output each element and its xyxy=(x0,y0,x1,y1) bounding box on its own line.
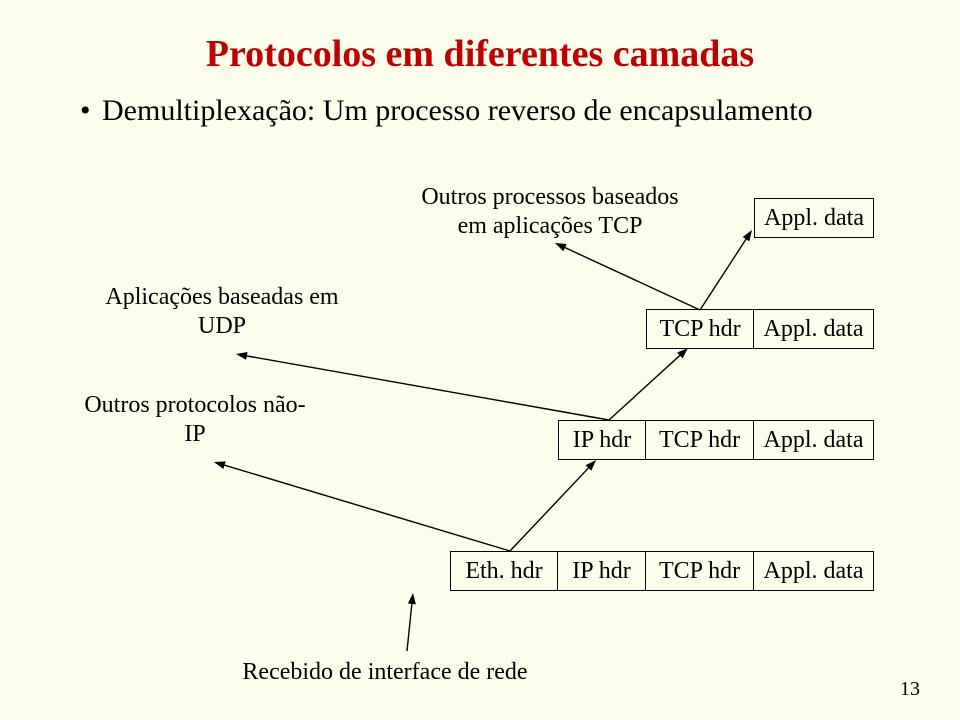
arrow-head-5 xyxy=(214,461,226,469)
row3: IP hdrTCP hdrAppl. data xyxy=(558,420,874,460)
row4: Eth. hdrIP hdrTCP hdrAppl. data xyxy=(450,551,874,591)
slide-title-text: Protocolos em diferentes camadas xyxy=(206,33,754,75)
row1-cell-0: Appl. data xyxy=(754,198,874,238)
arrow-head-3 xyxy=(236,352,248,360)
row3-cell-1: TCP hdr xyxy=(646,420,754,460)
arrow-head-6 xyxy=(408,593,416,604)
row4-cell-0: Eth. hdr xyxy=(450,551,558,591)
arrow-shaft-6 xyxy=(407,600,412,651)
bullet-dot: • xyxy=(80,92,102,130)
row4-cell-3: Appl. data xyxy=(754,551,874,591)
row4-cell-1: IP hdr xyxy=(558,551,646,591)
arrow-head-2 xyxy=(677,348,688,358)
arrow-shaft-5 xyxy=(220,464,510,551)
row4-cell-2: TCP hdr xyxy=(646,551,754,591)
row2-cell-0: TCP hdr xyxy=(646,309,754,349)
arrow-shaft-0 xyxy=(700,236,748,310)
lbl-udp: Aplicações baseadas emUDP xyxy=(92,283,352,341)
arrow-shaft-2 xyxy=(609,352,683,420)
arrow-shaft-4 xyxy=(510,465,591,551)
row3-cell-0: IP hdr xyxy=(558,420,646,460)
row2-cell-1: Appl. data xyxy=(754,309,874,349)
lbl-nonip: Outros protocolos não-IP xyxy=(70,391,320,449)
page-number: 13 xyxy=(900,678,920,701)
row3-cell-2: Appl. data xyxy=(754,420,874,460)
row2: TCP hdrAppl. data xyxy=(646,309,874,349)
arrow-head-1 xyxy=(555,243,567,251)
page-number-text: 13 xyxy=(900,678,920,700)
arrow-head-0 xyxy=(743,230,752,241)
slide: Protocolos em diferentes camadas • Demul… xyxy=(0,0,960,720)
slide-title: Protocolos em diferentes camadas xyxy=(0,32,960,76)
arrow-head-4 xyxy=(586,460,596,471)
bullet-text: Demultiplexação: Um processo reverso de … xyxy=(102,92,813,130)
row1: Appl. data xyxy=(754,198,874,238)
bullet-line: • Demultiplexação: Um processo reverso d… xyxy=(80,92,860,130)
lbl-tcp-proc: Outros processos baseadosem aplicações T… xyxy=(395,183,705,241)
arrow-shaft-1 xyxy=(561,246,700,310)
lbl-recv: Recebido de interface de rede xyxy=(215,658,555,687)
